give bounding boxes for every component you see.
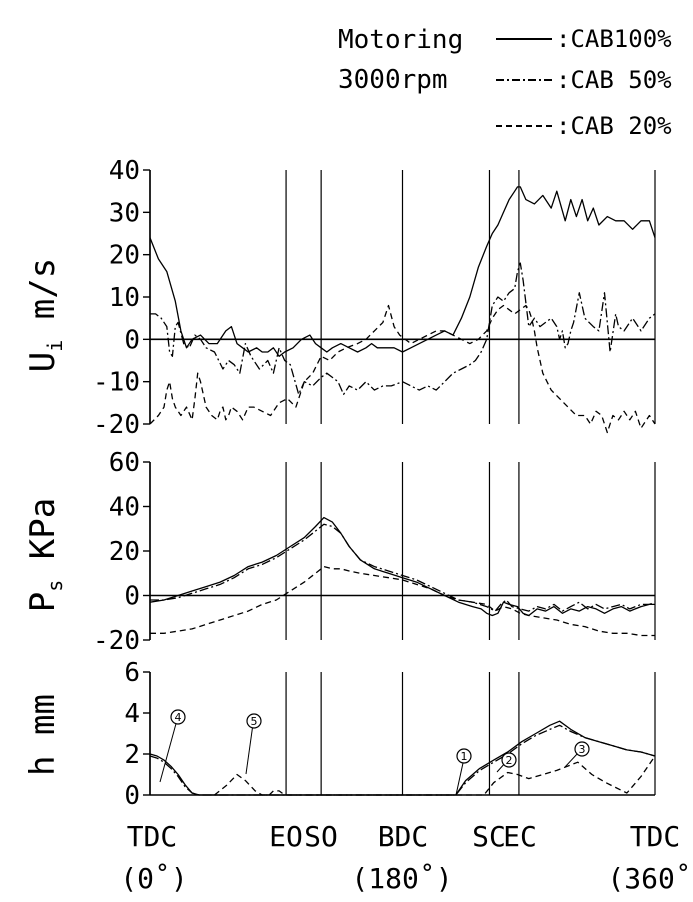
- marker-2-label: 2: [506, 754, 513, 767]
- series-cab50-line: [150, 262, 656, 396]
- ylabel-velocity-sub: i: [43, 340, 67, 352]
- header-condition: Motoring: [338, 25, 463, 55]
- y-tick-label: 20: [109, 241, 140, 271]
- ylabel-velocity-main: U: [23, 352, 63, 372]
- y-tick-label: 0: [124, 582, 140, 612]
- series-cab50-line: [150, 523, 656, 612]
- y-tick-label: -10: [93, 368, 140, 398]
- y-tick-label: 6: [124, 658, 140, 688]
- ylabel-pressure-unit: KPa: [23, 498, 63, 580]
- svg-text:Ps KPa: Ps KPa: [23, 498, 67, 612]
- xlabel-bdc: BDC: [378, 820, 429, 853]
- ylabel-lift: h mm: [23, 694, 63, 776]
- marker-3-label: 3: [579, 743, 586, 756]
- y-tick-label: 10: [109, 283, 140, 313]
- y-tick-label: 40: [109, 156, 140, 186]
- y-tick-label: -20: [93, 410, 140, 440]
- legend: :CAB100% :CAB 50% :CAB 20%: [496, 25, 672, 140]
- xlabel-tdc-start: TDC: [127, 820, 178, 853]
- y-tick-label: 30: [109, 198, 140, 228]
- lift-markers: 4 5 1 2 3: [159, 709, 590, 796]
- panel-valve-lift: 6 4 2 0: [124, 658, 656, 811]
- ylabel-lift-text: h mm: [23, 694, 63, 776]
- marker-4-label: 4: [175, 711, 182, 724]
- ylabel-velocity-unit: m/s: [23, 258, 63, 340]
- y-tick-label: 40: [109, 493, 140, 523]
- series-cab100-line: [149, 720, 656, 796]
- marker-1-label: 1: [461, 750, 468, 763]
- y-tick-label: 0: [124, 781, 140, 811]
- ylabel-pressure: Ps KPa: [23, 498, 67, 612]
- panel-intake-velocity: 40 30 20 10 0 -10 -20: [93, 156, 656, 440]
- marker-2-circle: [501, 752, 517, 768]
- y-tick-label: 4: [124, 699, 140, 729]
- xlabel-tdc-end-angle: (360˚): [607, 862, 693, 895]
- xlabel-ec: EC: [503, 820, 537, 853]
- xlabel-sc: SC: [472, 820, 506, 853]
- xlabel-so: SO: [304, 820, 338, 853]
- series-cab50-line: [149, 724, 656, 796]
- xlabel-tdc-end: TDC: [630, 820, 681, 853]
- svg-text:Ui m/s: Ui m/s: [23, 258, 67, 372]
- ylabel-pressure-main: P: [23, 592, 63, 612]
- series-cab100-line: [149, 186, 656, 357]
- y-tick-label: 0: [124, 325, 140, 355]
- y-tick-label: -20: [93, 626, 140, 656]
- xlabel-bdc-angle: (180˚): [351, 862, 452, 895]
- marker-5-circle: [246, 713, 262, 729]
- header-speed: 3000rpm: [338, 65, 448, 95]
- marker-4-circle: [170, 709, 186, 725]
- y-tick-label: 2: [124, 740, 140, 770]
- y-tick-label: 60: [109, 448, 140, 478]
- x-axis-labels: TDC (0˚) EO SO BDC (180˚) SC EC TDC (360…: [120, 820, 693, 895]
- legend-label-cab50: :CAB 50%: [556, 66, 672, 94]
- xlabel-eo: EO: [269, 820, 303, 853]
- marker-1-circle: [456, 748, 472, 764]
- ylabel-pressure-sub: s: [43, 580, 67, 592]
- ylabel-velocity: Ui m/s: [23, 258, 67, 372]
- marker-5-label: 5: [251, 715, 258, 728]
- series-cab20-line: [214, 755, 656, 796]
- xlabel-tdc-start-angle: (0˚): [120, 862, 187, 895]
- series-cab20-line: [149, 304, 656, 434]
- panel-pressure: 60 40 20 0 -20: [93, 448, 656, 656]
- legend-label-cab20: :CAB 20%: [556, 112, 672, 140]
- y-tick-label: 20: [109, 537, 140, 567]
- legend-label-cab100: :CAB100%: [556, 25, 672, 53]
- marker-3-circle: [574, 741, 590, 757]
